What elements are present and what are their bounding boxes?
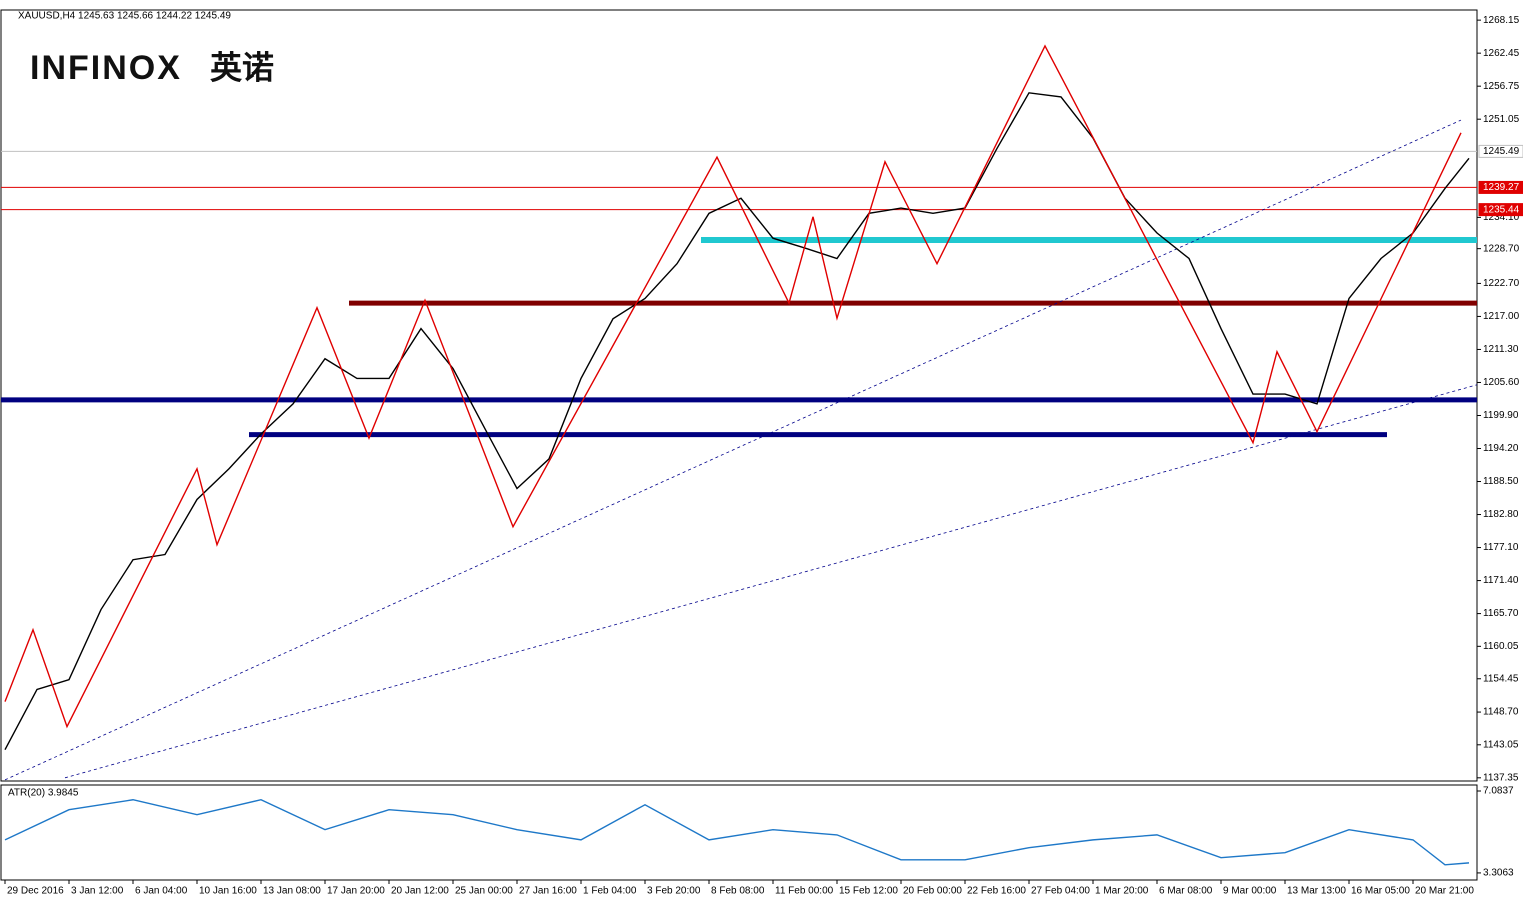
y-tick-label: 1137.35 <box>1483 772 1519 783</box>
series-line <box>4 799 1470 866</box>
x-tick-label: 1 Feb 04:00 <box>583 886 637 897</box>
x-tick-label: 27 Feb 04:00 <box>1031 886 1090 897</box>
x-tick-label: 16 Mar 05:00 <box>1351 886 1410 897</box>
series-line <box>4 44 1462 729</box>
y-tick-label: 1251.05 <box>1483 114 1520 125</box>
x-tick-label: 20 Mar 21:00 <box>1415 886 1474 897</box>
x-tick-label: 6 Mar 08:00 <box>1159 886 1213 897</box>
price-tag <box>1478 144 1523 158</box>
price-tag <box>1478 203 1523 217</box>
x-tick-label: 20 Feb 00:00 <box>903 886 962 897</box>
y-tick-label: 1217.00 <box>1483 311 1520 322</box>
chart-title: XAUUSD,H4 1245.63 1245.66 1244.22 1245.4… <box>18 11 231 22</box>
y-tick-label: 1143.05 <box>1483 739 1519 750</box>
y-tick-label: 1182.80 <box>1483 509 1519 520</box>
y-tick-label: 1205.60 <box>1483 377 1520 388</box>
main-panel <box>0 9 1478 782</box>
trend-line <box>4 119 1462 781</box>
y-tick-label: 1199.90 <box>1483 410 1519 421</box>
y-tick-label: 7.0837 <box>1483 786 1514 797</box>
x-tick-label: 11 Feb 00:00 <box>775 886 834 897</box>
price-tag-label: 1235.44 <box>1483 204 1520 215</box>
x-tick-label: 27 Jan 16:00 <box>519 886 577 897</box>
x-tick-label: 25 Jan 00:00 <box>455 886 513 897</box>
x-tick-label: 15 Feb 12:00 <box>839 886 898 897</box>
x-tick-label: 17 Jan 20:00 <box>327 886 385 897</box>
price-tag-label: 1239.27 <box>1483 182 1520 193</box>
x-tick-label: 22 Feb 16:00 <box>967 886 1026 897</box>
x-tick-label: 9 Mar 00:00 <box>1223 886 1277 897</box>
x-tick-label: 13 Mar 13:00 <box>1287 886 1346 897</box>
y-tick-label: 1262.45 <box>1483 48 1520 59</box>
trend-line <box>64 384 1478 779</box>
y-tick-label: 1148.70 <box>1483 707 1519 718</box>
x-tick-label: 1 Mar 20:00 <box>1095 886 1149 897</box>
y-tick-label: 1154.45 <box>1483 673 1519 684</box>
y-tick-label: 1177.10 <box>1483 542 1519 553</box>
y-tick-label: 1171.40 <box>1483 575 1519 586</box>
y-tick-label: 1228.70 <box>1483 243 1520 254</box>
y-tick-label: 1188.50 <box>1483 476 1519 487</box>
y-tick-label: 1268.15 <box>1483 15 1520 26</box>
price-tag-label: 1245.49 <box>1483 146 1520 157</box>
x-tick-label: 6 Jan 04:00 <box>135 886 188 897</box>
x-tick-label: 8 Feb 08:00 <box>711 886 765 897</box>
atr-panel <box>0 784 1478 881</box>
x-tick-label: 3 Feb 20:00 <box>647 886 701 897</box>
y-tick-label: 1211.30 <box>1483 344 1519 355</box>
y-tick-label: 1160.05 <box>1483 641 1519 652</box>
price-tag <box>1478 180 1523 194</box>
y-tick-label: 1194.20 <box>1483 443 1519 454</box>
y-tick-label: 1256.75 <box>1483 81 1520 92</box>
y-tick-label: 1234.10 <box>1483 212 1520 223</box>
x-tick-label: 13 Jan 08:00 <box>263 886 321 897</box>
x-tick-label: 10 Jan 16:00 <box>199 886 257 897</box>
logo-cn: 英诺 <box>210 49 274 85</box>
x-tick-label: 3 Jan 12:00 <box>71 886 124 897</box>
y-tick-label: 1222.70 <box>1483 278 1520 289</box>
x-tick-label: 29 Dec 2016 <box>7 886 64 897</box>
x-tick-label: 20 Jan 12:00 <box>391 886 449 897</box>
atr-title: ATR(20) 3.9845 <box>8 788 79 799</box>
y-tick-label: 3.3063 <box>1483 868 1514 879</box>
logo: INFINOX <box>30 49 182 87</box>
series-line <box>4 92 1470 751</box>
y-tick-label: 1165.70 <box>1483 608 1519 619</box>
